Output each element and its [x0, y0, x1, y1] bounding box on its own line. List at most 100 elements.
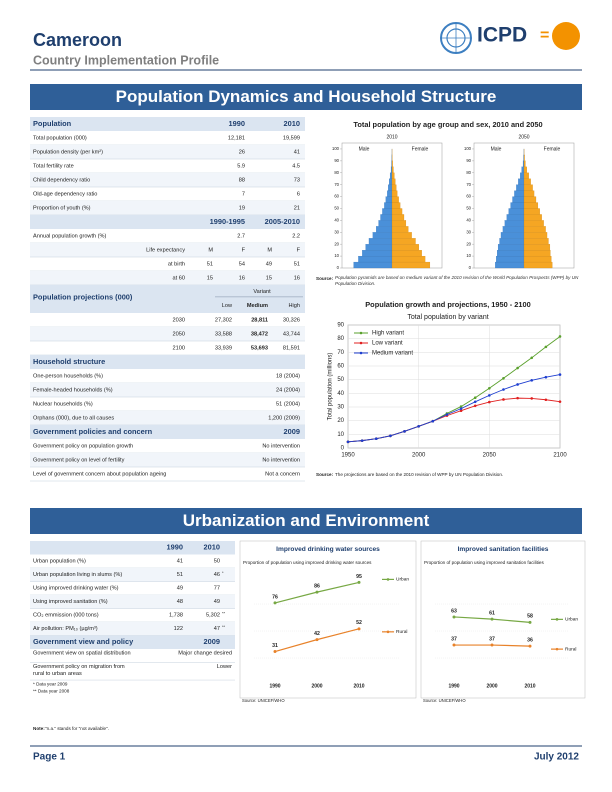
female-bar [523, 172, 529, 179]
y-tick-label: 10 [334, 253, 339, 258]
female-bar [391, 172, 395, 179]
data-point [544, 375, 548, 379]
row-label: at 60 [173, 275, 185, 281]
y-tick-label: 20 [337, 418, 344, 424]
row-bg [30, 243, 305, 257]
section-title: Urbanization and Environment [183, 511, 430, 530]
y-tick-label: 40 [337, 391, 344, 397]
footnote: ** Data year 2008 [33, 688, 70, 693]
data-point [417, 424, 420, 428]
female-bar [391, 220, 407, 227]
data-point [530, 397, 534, 400]
cell: 4.5 [292, 163, 300, 169]
y-tick-label: 70 [334, 182, 339, 187]
female-bar [391, 202, 401, 209]
data-point [357, 580, 361, 584]
data-point [459, 407, 463, 410]
source-text: The projections are based on the 2010 re… [335, 472, 503, 477]
data-point [459, 405, 463, 408]
cell: 1,200 (2009) [268, 415, 300, 421]
data-point [431, 419, 435, 423]
table-header: Population [33, 119, 72, 128]
source: Source: UNICEF/WHO [423, 698, 466, 703]
panel-year: 2010 [386, 134, 397, 140]
male-bar [376, 226, 393, 233]
male-bar [365, 244, 393, 251]
column-header: High [288, 303, 300, 309]
table-header-bg [30, 285, 305, 313]
x-tick-label: 2100 [553, 453, 567, 459]
logo-circle [552, 22, 580, 50]
table-header: Government view and policy [33, 637, 134, 646]
un-emblem [440, 22, 472, 54]
table-header: 2010 [204, 543, 220, 552]
data-point [473, 396, 477, 400]
cell: 51 (2004) [276, 401, 300, 407]
x-tick-label: 2050 [483, 453, 497, 459]
table-header: 1990-1995 [210, 217, 245, 226]
legend-label: Medium variant [372, 351, 413, 357]
cell: 33,588 [215, 331, 232, 337]
y-tick-label: 0 [341, 446, 345, 452]
female-bar [523, 154, 525, 161]
cell-note: * [222, 570, 224, 575]
x-tick-label: 1990 [269, 683, 280, 689]
cell: 1,738 [169, 613, 183, 619]
legend-male: Male [359, 146, 370, 152]
female-bar [391, 214, 405, 221]
y-tick-label: 90 [466, 158, 471, 163]
row-bg [30, 568, 235, 582]
y-tick-label: 40 [334, 217, 339, 222]
source: Source: UNICEF/WHO [242, 698, 285, 703]
cell: 27,302 [215, 317, 232, 323]
cell: 77 [214, 586, 220, 592]
cell: 51 [207, 261, 213, 267]
cell: M [208, 247, 213, 253]
table-header-bg [30, 355, 305, 369]
data-point [452, 615, 456, 619]
y-tick-label: 10 [466, 253, 471, 258]
male-bar [495, 261, 525, 269]
cell: 24 (2004) [276, 387, 300, 393]
data-point [488, 394, 491, 397]
female-bar [391, 196, 399, 203]
row-bg [30, 271, 305, 285]
legend-label: Rural [396, 629, 407, 635]
chart-subtitle: Total population by variant [407, 314, 488, 321]
row-label: Using improved drinking water (%) [33, 586, 119, 592]
y-tick-label: 50 [466, 206, 471, 211]
female-bar [391, 238, 416, 245]
cell: 30,326 [283, 317, 300, 323]
male-bar [380, 214, 393, 221]
legend-label: Urban [565, 617, 578, 623]
cell: 12,181 [228, 135, 245, 141]
female-bar [391, 160, 393, 167]
data-point [516, 396, 519, 400]
row-label: Urban population (%) [33, 559, 86, 565]
table-header: 2005-2010 [265, 217, 300, 226]
male-bar [497, 250, 525, 257]
chart-title: Improved drinking water sources [276, 546, 380, 553]
row-bg [30, 173, 305, 187]
section-banner [30, 84, 582, 110]
female-bar [391, 244, 419, 251]
female-bar [523, 214, 542, 221]
legend-marker [359, 341, 363, 345]
cell: F [297, 247, 301, 253]
row-bg [30, 327, 305, 341]
female-bar [523, 238, 549, 245]
logo-text: ICPD [477, 24, 527, 47]
data-label: 31 [272, 643, 278, 649]
chart-title: Improved sanitation facilities [458, 546, 549, 553]
data-label: 63 [451, 608, 457, 614]
chart-title: Population growth and projections, 1950 … [365, 300, 531, 309]
row-bg [30, 411, 305, 425]
cell: 41 [294, 149, 300, 155]
data-label: 95 [356, 574, 362, 580]
cell: 33,939 [215, 345, 232, 351]
row-bg [30, 622, 235, 636]
male-bar [510, 202, 525, 209]
female-bar [391, 178, 396, 185]
x-tick-label: 1990 [448, 683, 459, 689]
y-tick-label: 50 [334, 206, 339, 211]
